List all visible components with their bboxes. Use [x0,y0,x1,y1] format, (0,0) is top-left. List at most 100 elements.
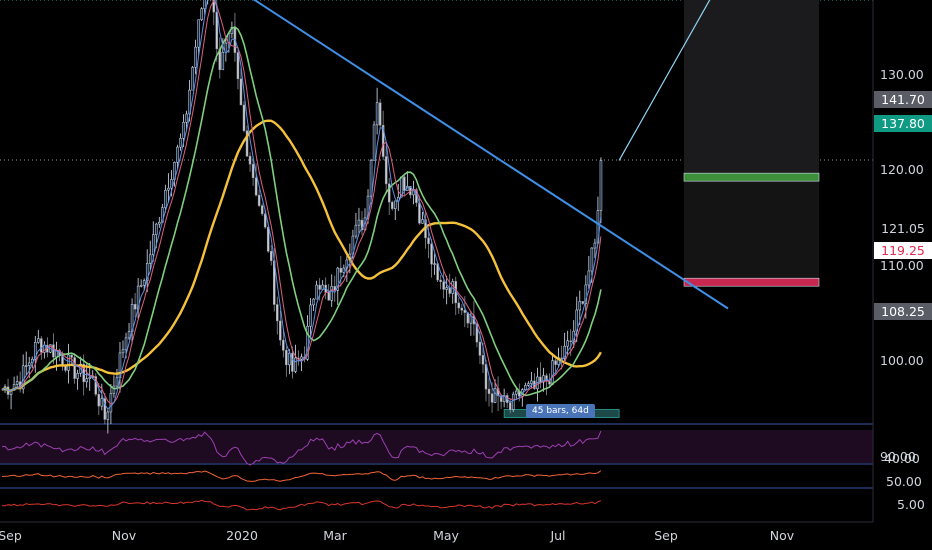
candle-body [524,385,527,390]
candle-body [475,323,479,343]
candle-body [542,375,545,383]
ind2-axis-label: 50.00 [886,474,922,489]
candle-body [466,312,470,324]
stop-price-tag: 108.25 [874,303,932,320]
candle-body [342,267,346,273]
y-tick-label: 100.00 [880,353,924,368]
candle-body [554,360,557,365]
candle-body [387,183,391,203]
candle-body [21,365,25,390]
last-price-tag: 121.05 [874,220,932,237]
candle-body [52,344,55,358]
candle-body [433,263,436,265]
candle-body [481,355,485,365]
candle-body [279,320,282,341]
x-tick-sep: Sep [0,528,22,543]
candle-body [369,160,373,197]
candle-body [539,376,542,383]
candle-body [191,67,194,91]
candle-body [315,284,318,300]
candle-body [282,339,285,351]
position-stop-bar [683,277,820,287]
candle-body [158,221,161,225]
moving-average-line [1,0,602,410]
candle-body [167,187,170,191]
trendline[interactable] [208,0,729,310]
candle-body [155,223,158,235]
candle-body [263,213,267,228]
candle-body [530,380,533,384]
position-risk-zone [684,177,819,283]
candle-body [484,364,488,390]
candle-body [569,340,572,343]
candle-body [460,307,464,311]
candle-body [357,219,361,226]
candle-body [445,287,448,290]
candle-body [327,292,330,301]
candle-body [451,281,454,294]
horizontal-levels [0,0,873,161]
candle-body [221,51,225,71]
candle-body [318,284,321,290]
candle-body [478,341,482,356]
candle-body [375,102,379,126]
candle-body [599,160,603,211]
candle-body [27,362,31,366]
candle-body [152,234,155,256]
candle-body [185,113,188,123]
candle-body [578,301,582,311]
candle-body [100,398,104,407]
candle-body [566,340,569,347]
candle-body [254,177,258,196]
x-tick-jul: Jul [550,528,566,543]
candle-body [439,279,442,282]
moving-average-line [1,0,602,405]
candle-body [212,0,215,13]
candle-body [587,270,591,286]
y-tick-label: 120.00 [880,162,924,177]
candle-body [508,402,512,410]
candle-body [372,124,376,161]
candle-body [127,331,131,339]
candle-body [76,373,79,379]
candle-body [463,310,467,313]
candle-body [97,394,101,407]
candle-body [239,78,243,106]
candle-body [581,301,585,304]
candle-body [34,342,37,360]
candle-body [360,219,364,231]
candle-body [24,365,28,367]
candle-body [384,156,388,185]
candle-body [85,378,88,383]
candle-body [381,125,385,157]
candle-body [442,281,445,290]
candle-body [115,377,119,387]
candle-body [430,243,433,265]
candle-body [490,393,494,403]
projection-arrow[interactable] [618,0,728,161]
candle-body [457,302,461,309]
indicator-panels [0,423,873,489]
candle-body [260,205,264,215]
candle-body [73,357,76,379]
trendline-segment [252,0,729,310]
range-tooltip: 45 bars, 64d [526,404,595,418]
x-tick-nov-2: Nov [769,528,795,543]
candle-body [94,376,98,395]
candle-body [330,286,333,301]
candle-body [245,130,249,157]
candle-body [203,0,206,9]
candle-body [593,242,597,249]
candle-body [527,383,530,386]
candle-body [493,388,497,403]
long-position-tool[interactable] [683,0,820,287]
y-tick-label: 130.00 [880,66,924,82]
indicator-line [1,499,602,511]
candle-body [354,224,358,237]
y-tick-label: 90.00 [880,448,916,464]
candle-body [590,247,594,272]
candle-body [124,337,128,351]
candle-body [236,52,240,80]
target-price-tag: 141.70 [874,91,932,108]
